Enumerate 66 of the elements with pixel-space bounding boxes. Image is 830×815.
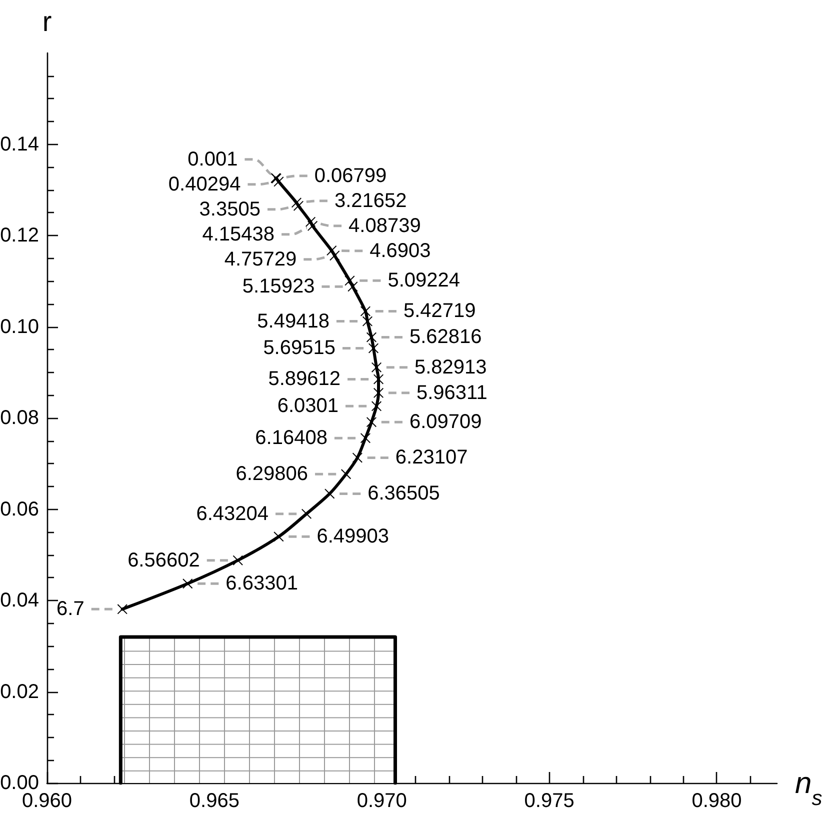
y-axis-title: r: [42, 6, 52, 37]
point: [348, 282, 358, 292]
annotation: 5.15923: [242, 276, 315, 298]
point: [360, 433, 370, 444]
y-tick-label: 0.02: [0, 680, 39, 703]
point: [372, 362, 382, 372]
x-tick-label: 0.965: [189, 790, 240, 812]
y-tick-label: 0.10: [0, 316, 39, 338]
point: [341, 469, 352, 480]
annotation: 5.82913: [414, 356, 487, 378]
annotation: 6.09709: [409, 411, 482, 434]
x-tick-label: 0.980: [692, 790, 742, 812]
annotation: 6.36505: [368, 482, 440, 505]
point: [302, 508, 312, 519]
annotation: 6.63301: [226, 572, 298, 595]
y-tick-label: 0.08: [0, 407, 39, 429]
annotation: 0.001: [188, 148, 238, 170]
annotation: 5.89612: [268, 368, 341, 390]
point: [362, 316, 372, 326]
annotation: 3.3505: [199, 198, 260, 220]
y-tick-label: 0.12: [0, 224, 39, 246]
point: [117, 604, 128, 614]
annotation: 5.62816: [409, 326, 482, 348]
point: [374, 388, 384, 398]
annotation: 5.69515: [263, 337, 336, 360]
annotation: 6.43204: [196, 502, 269, 525]
x-tick-label: 0.970: [356, 790, 407, 812]
x-axis-title: n$_{s}$: [795, 767, 823, 810]
y-tick-label: 0.06: [0, 498, 39, 520]
annotation: 4.15438: [202, 223, 275, 246]
point: [274, 176, 284, 187]
point: [274, 532, 284, 542]
annotation: 4.08739: [348, 214, 421, 237]
annotation: 6.29806: [236, 463, 308, 486]
point: [308, 220, 318, 231]
point: [326, 246, 337, 256]
point: [291, 198, 302, 208]
y-tick-label: 0.04: [0, 590, 39, 612]
point: [324, 488, 335, 499]
annotation: 0.06799: [314, 164, 387, 187]
annotation: 6.23107: [395, 446, 468, 469]
point: [293, 200, 304, 211]
annotation: 4.6903: [370, 240, 431, 262]
annotation: 5.42719: [403, 300, 476, 322]
point: [360, 306, 370, 316]
point: [372, 401, 382, 412]
point: [344, 276, 355, 286]
point: [368, 343, 378, 354]
annotation: 6.16408: [255, 427, 328, 450]
annotation: 6.56602: [128, 549, 200, 572]
annotation: 6.49903: [316, 526, 390, 548]
point: [232, 555, 243, 566]
annotation: 4.75729: [224, 248, 297, 270]
point: [182, 578, 193, 589]
annotation: 5.09224: [388, 270, 460, 292]
annotation: 6.7: [56, 598, 84, 620]
x-tick-label: 0.975: [524, 790, 574, 812]
annotation: 0.40294: [168, 173, 241, 196]
point: [352, 452, 362, 463]
annotation: 6.0301: [277, 395, 339, 418]
annotation: 3.21652: [334, 190, 407, 212]
y-tick-label: 0.14: [0, 133, 39, 156]
annotation: 5.96311: [416, 382, 488, 404]
point: [330, 250, 340, 261]
annotation: 5.49418: [257, 310, 330, 332]
point: [366, 417, 376, 428]
